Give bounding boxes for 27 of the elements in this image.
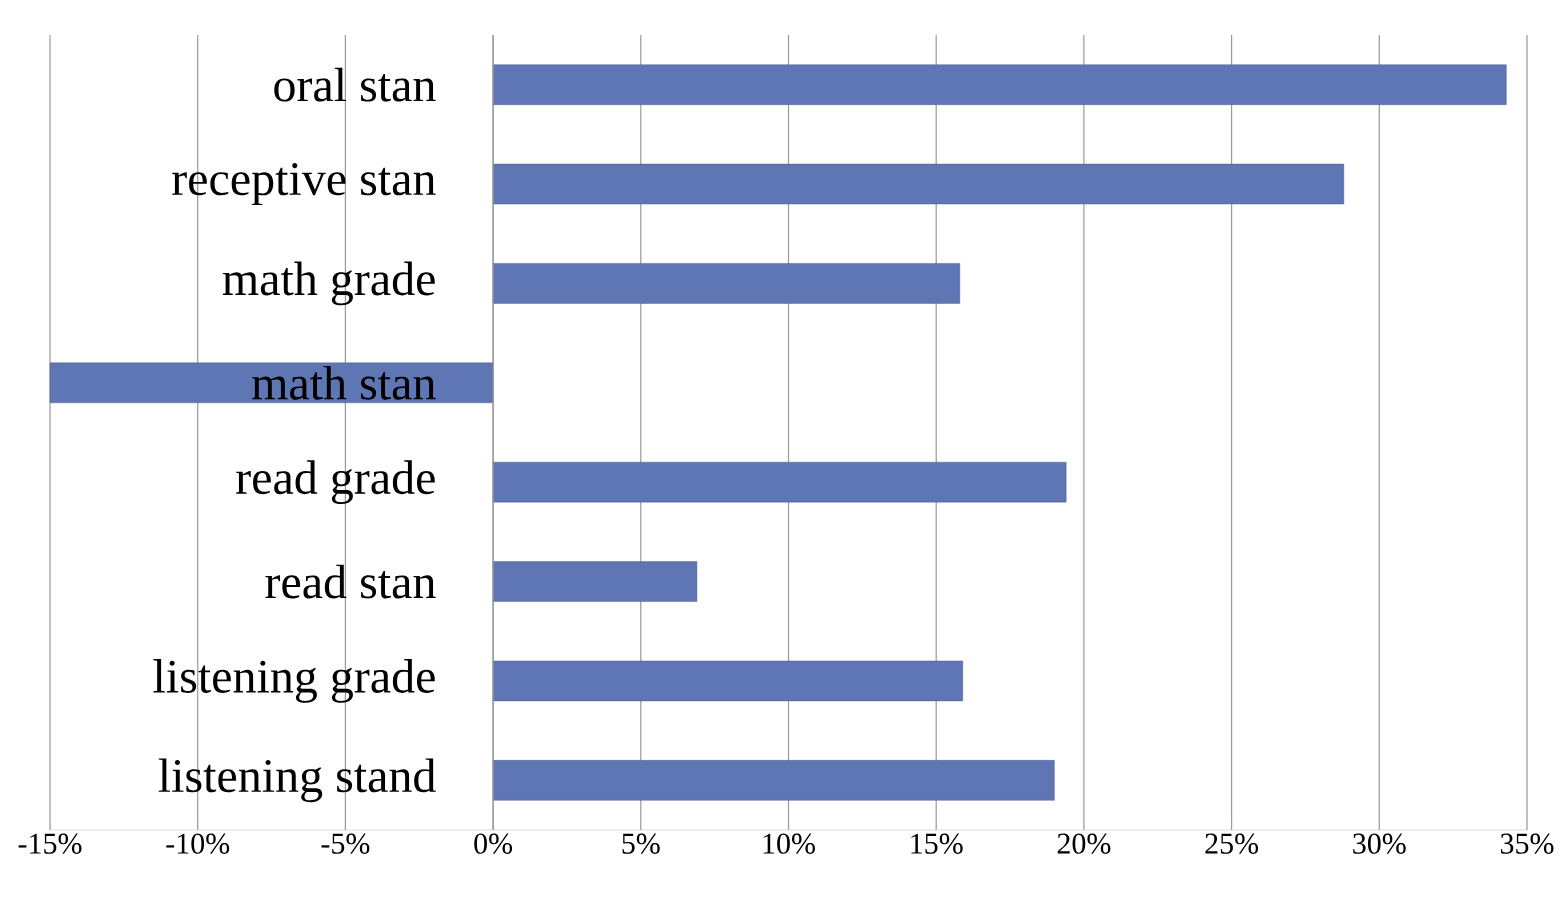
bar	[492, 660, 963, 702]
x-tick-label: 30%	[1353, 833, 1406, 854]
bar	[492, 462, 1067, 503]
bar	[492, 760, 1055, 801]
y-tick-label: listening grade	[153, 659, 435, 703]
y-tick-label: math grade	[222, 261, 435, 306]
x-tick-label: -15%	[18, 833, 82, 854]
bar	[492, 163, 1345, 205]
bar	[492, 64, 1507, 105]
y-tick-label: listening stand	[158, 758, 436, 803]
y-tick-label: read grade	[236, 460, 435, 505]
bar	[492, 263, 961, 304]
x-tick-label: -5%	[321, 833, 370, 854]
y-tick-label: math stan	[252, 365, 436, 400]
y-tick-label: oral stan	[274, 67, 436, 102]
x-tick-label: 35%	[1500, 833, 1554, 854]
x-tick-label: 0%	[474, 833, 513, 854]
x-tick-label: 20%	[1057, 833, 1111, 854]
bar	[492, 561, 698, 602]
x-tick-label: -10%	[166, 833, 230, 854]
x-tick-label: 10%	[763, 833, 815, 854]
y-tick-label: read stan	[265, 564, 436, 599]
x-tick-label: 25%	[1205, 833, 1259, 854]
y-tick-label: receptive stan	[172, 163, 436, 206]
bar	[49, 362, 494, 404]
x-tick-label: 5%	[622, 833, 660, 854]
x-tick-label: 15%	[911, 833, 963, 854]
